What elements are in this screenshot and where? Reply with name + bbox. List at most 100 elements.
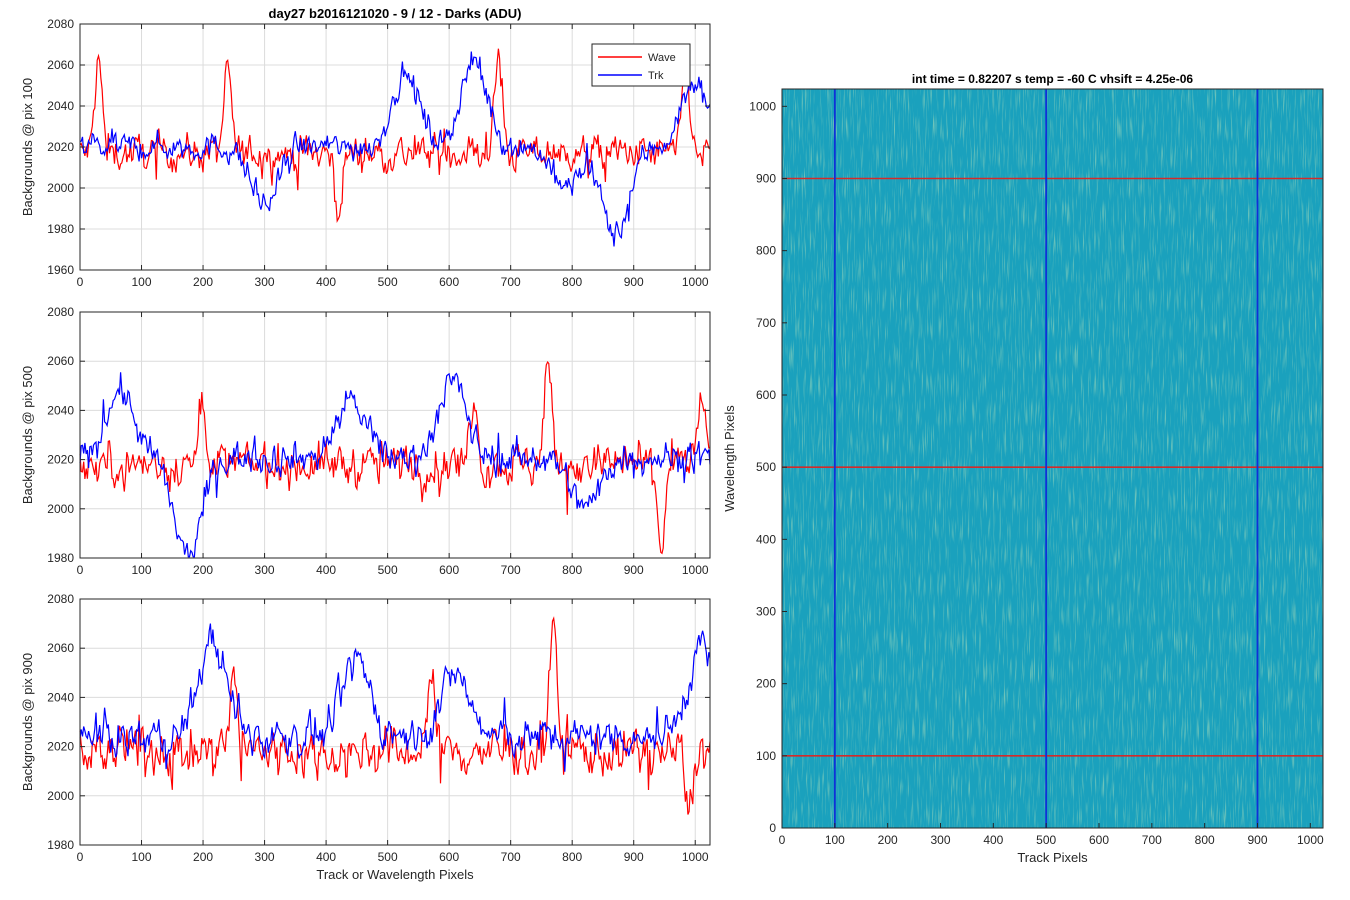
legend-box: [591, 43, 691, 87]
x-tick-label: 800: [562, 563, 582, 577]
y-tick-label: 2040: [47, 403, 74, 417]
x-tick-label: 500: [378, 563, 398, 577]
x-tick-label: 500: [378, 850, 398, 864]
x-tick-label: 100: [132, 850, 152, 864]
plot-area: [80, 312, 710, 558]
x-tick-label: 0: [779, 833, 786, 847]
figure-title: day27 b2016121020 - 9 / 12 - Darks (ADU): [269, 6, 522, 21]
series-line-trk: [79, 372, 711, 558]
x-tick-label: 0: [77, 563, 84, 577]
x-tick-label: 700: [501, 850, 521, 864]
x-tick-label: 300: [255, 563, 275, 577]
x-tick-label: 200: [878, 833, 898, 847]
x-tick-label: 800: [1195, 833, 1215, 847]
y-tick-label: 2080: [47, 305, 74, 319]
y-tick-label: 2000: [47, 789, 74, 803]
y-tick-label: 100: [756, 749, 776, 763]
y-tick-label: 2040: [47, 690, 74, 704]
heatmap-frame: [781, 88, 1324, 829]
x-tick-label: 600: [439, 850, 459, 864]
series-line-trk: [79, 623, 711, 772]
series-line-wave: [79, 48, 711, 224]
series-line-wave: [79, 616, 711, 815]
y-tick-label: 800: [756, 244, 776, 258]
y-tick-label: 400: [756, 532, 776, 546]
y-tick-label: 0: [769, 821, 776, 835]
legend-label-wave: Wave: [648, 52, 676, 64]
x-tick-label: 400: [983, 833, 1003, 847]
y-tick-label: 2060: [47, 58, 74, 72]
y-axis-label: Backgrounds @ pix 500: [20, 366, 35, 504]
y-tick-label: 2080: [47, 17, 74, 31]
x-tick-label: 900: [624, 850, 644, 864]
x-tick-label: 300: [930, 833, 950, 847]
x-tick-label: 0: [77, 275, 84, 289]
y-tick-label: 2080: [47, 592, 74, 606]
heatmap-title: int time = 0.82207 s temp = -60 C vhsift…: [912, 72, 1193, 86]
x-tick-label: 700: [1142, 833, 1162, 847]
x-tick-label: 200: [193, 850, 213, 864]
x-tick-label: 300: [255, 850, 275, 864]
x-tick-label: 100: [132, 563, 152, 577]
x-tick-label: 800: [562, 850, 582, 864]
x-tick-label: 1000: [682, 563, 709, 577]
x-tick-label: 1000: [1297, 833, 1324, 847]
x-tick-label: 100: [825, 833, 845, 847]
y-tick-label: 1980: [47, 551, 74, 565]
y-tick-label: 600: [756, 388, 776, 402]
x-tick-label: 600: [439, 275, 459, 289]
y-tick-label: 2000: [47, 502, 74, 516]
series-line-wave: [79, 361, 711, 555]
x-tick-label: 500: [1036, 833, 1056, 847]
y-axis-label: Backgrounds @ pix 100: [20, 78, 35, 216]
x-tick-label: 400: [316, 563, 336, 577]
x-tick-label: 900: [624, 563, 644, 577]
y-tick-label: 2060: [47, 641, 74, 655]
x-tick-label: 800: [562, 275, 582, 289]
y-tick-label: 300: [756, 604, 776, 618]
x-tick-label: 900: [1247, 833, 1267, 847]
y-tick-label: 500: [756, 460, 776, 474]
axes-frame: [79, 311, 711, 559]
x-tick-label: 1000: [682, 275, 709, 289]
x-tick-label: 1000: [682, 850, 709, 864]
x-tick-label: 0: [77, 850, 84, 864]
x-tick-label: 600: [1089, 833, 1109, 847]
y-tick-label: 2060: [47, 354, 74, 368]
x-tick-label: 200: [193, 275, 213, 289]
x-axis-label: Track or Wavelength Pixels: [316, 867, 474, 882]
y-tick-label: 2020: [47, 453, 74, 467]
legend: Wave Trk: [591, 43, 691, 87]
x-tick-label: 700: [501, 563, 521, 577]
series-line-trk: [80, 51, 711, 247]
y-tick-label: 2040: [47, 99, 74, 113]
y-tick-label: 2020: [47, 740, 74, 754]
y-tick-label: 200: [756, 677, 776, 691]
y-tick-label: 2000: [47, 181, 74, 195]
y-tick-label: 700: [756, 316, 776, 330]
y-axis-label: Wavelength Pixels: [722, 405, 737, 512]
x-tick-label: 400: [316, 850, 336, 864]
line-plot-3: 0 100 200 300 400 500 600 700 800 900 1000 1980 2000…: [20, 592, 711, 882]
y-tick-label: 1960: [47, 263, 74, 277]
axes-frame: [79, 598, 711, 846]
y-tick-label: 900: [756, 171, 776, 185]
legend-label-trk: Trk: [648, 70, 664, 82]
y-tick-label: 1980: [47, 222, 74, 236]
x-tick-label: 900: [624, 275, 644, 289]
x-axis-label: Track Pixels: [1017, 850, 1088, 865]
y-tick-label: 1000: [749, 99, 776, 113]
y-tick-label: 1980: [47, 838, 74, 852]
x-tick-label: 700: [501, 275, 521, 289]
y-axis-label: Backgrounds @ pix 900: [20, 653, 35, 791]
line-plot-2: 0 100 200 300 400 500 600 700 800 900 1000 1980 2000…: [20, 305, 711, 577]
x-tick-label: 500: [378, 275, 398, 289]
heatmap-texture: [782, 89, 1323, 828]
line-plot-1: 0 100 200 300 400 500 600 700 800 900 1000 1960 1980…: [20, 17, 711, 289]
heatmap-plot: 0 100 200 300 400 500 600 700 800 900 1000 0 100 200 3…: [722, 72, 1324, 865]
plot-area: [80, 599, 710, 845]
x-tick-label: 600: [439, 563, 459, 577]
x-tick-label: 300: [255, 275, 275, 289]
x-tick-label: 100: [132, 275, 152, 289]
